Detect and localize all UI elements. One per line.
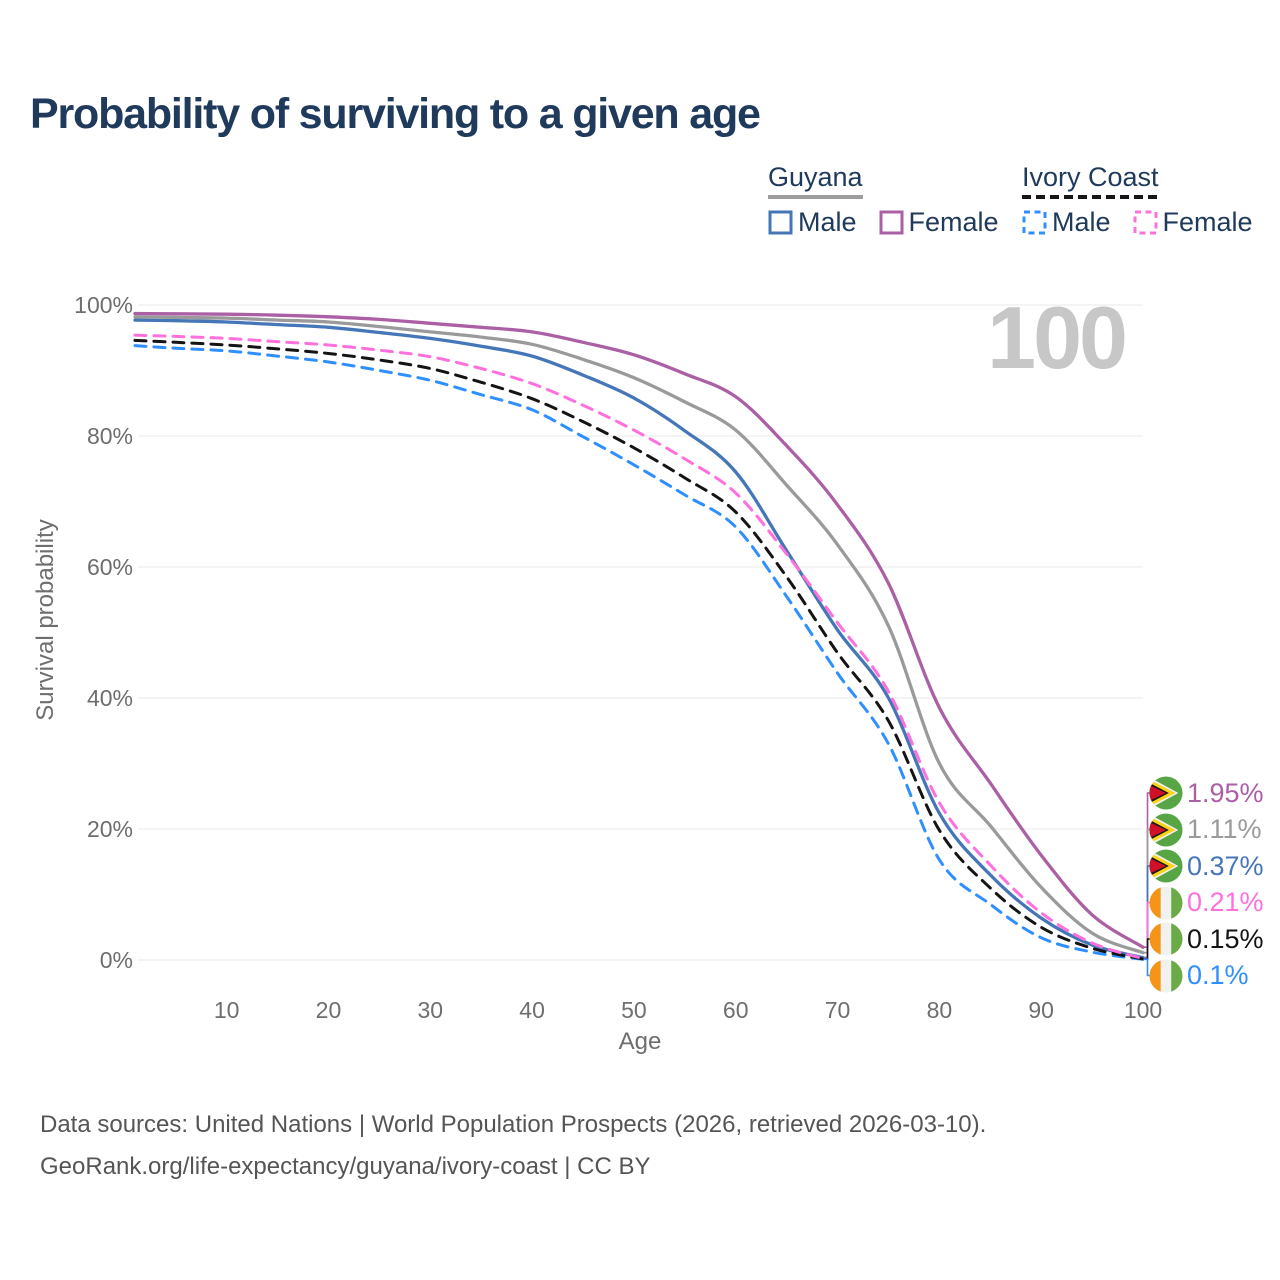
legend-country-guyana: Guyana [768, 162, 863, 200]
end-label-value: 0.1% [1187, 960, 1249, 990]
page-title: Probability of surviving to a given age [30, 90, 761, 138]
legend-country-ivory-coast: Ivory Coast [1022, 162, 1159, 200]
series-line-guyana-male [133, 318, 1145, 960]
legend-item-label: Female [1162, 207, 1253, 238]
end-label-row-1.11pct: 1.11% [1149, 812, 1262, 847]
x-axis-title: Age [618, 1028, 662, 1055]
x-tick-100: 100 [1123, 997, 1163, 1023]
end-label-value: 1.95% [1187, 777, 1264, 808]
ivory-coast-flag-icon [1149, 958, 1183, 993]
legend-item-ivory-coast-male[interactable]: Male [1022, 207, 1111, 238]
x-tick-80: 80 [926, 997, 953, 1023]
legend-country-ivory-coast-label: Ivory Coast [1022, 162, 1159, 192]
ivory-coast-flag-icon [1149, 885, 1183, 920]
legend-item-guyana-male[interactable]: Male [768, 207, 857, 238]
legend-item-label: Male [798, 207, 857, 238]
y-tick-40: 40% [86, 685, 133, 711]
guyana-flag-icon [1149, 812, 1183, 847]
x-tick-90: 90 [1028, 997, 1054, 1023]
x-tick-60: 60 [722, 997, 749, 1023]
y-tick-100: 100% [74, 292, 133, 318]
end-label-value: 0.37% [1187, 850, 1264, 881]
series-line-ivory-coast-male [133, 344, 1145, 961]
legend-item-label: Female [908, 207, 999, 238]
x-tick-30: 30 [417, 997, 444, 1023]
age-counter-watermark: 100 [987, 288, 1128, 387]
y-tick-60: 60% [86, 554, 133, 580]
legend-swatch-icon [1022, 210, 1047, 235]
end-label-row-0.21pct: 0.21% [1149, 885, 1264, 920]
end-label-value: 0.21% [1187, 887, 1264, 917]
x-tick-70: 70 [824, 997, 851, 1023]
x-tick-50: 50 [621, 997, 647, 1023]
legend-swatch-icon [879, 210, 904, 235]
legend-country-guyana-label: Guyana [768, 162, 863, 192]
series-line-ivory-coast-female [133, 333, 1145, 961]
legend-items-ivory-coast: Male Female [1022, 207, 1253, 238]
series-line-guyana-female [133, 311, 1145, 949]
ivory-coast-flag-icon [1149, 922, 1183, 956]
legend-item-guyana-female[interactable]: Female [879, 207, 999, 238]
footer-data-sources: Data sources: United Nations | World Pop… [40, 1111, 987, 1138]
legend-item-label: Male [1052, 207, 1111, 238]
x-tick-40: 40 [519, 997, 545, 1023]
x-tick-20: 20 [315, 997, 342, 1023]
footer-attribution: GeoRank.org/life-expectancy/guyana/ivory… [40, 1153, 651, 1180]
guyana-flag-icon [1149, 776, 1183, 810]
end-label-value: 1.11% [1187, 814, 1262, 844]
legend-items-guyana: Male Female [768, 207, 999, 238]
legend-underline-solid [768, 195, 863, 200]
legend-swatch-icon [1133, 210, 1158, 235]
legend-group-ivory-coast: Ivory Coast Male Female [1022, 163, 1253, 238]
end-label-row-0.37pct: 0.37% [1149, 849, 1264, 883]
y-tick-80: 80% [86, 423, 133, 449]
end-label-row-0.1pct: 0.1% [1149, 958, 1249, 993]
legend-swatch-icon [768, 210, 793, 235]
end-label-row-0.15pct: 0.15% [1149, 922, 1264, 956]
legend-item-ivory-coast-female[interactable]: Female [1133, 207, 1253, 238]
y-tick-20: 20% [86, 816, 133, 842]
end-label-row-1.95pct: 1.95% [1149, 776, 1264, 810]
end-label-value: 0.15% [1187, 923, 1264, 954]
legend-group-guyana: Guyana Male Female [768, 163, 999, 238]
legend-underline-dashed [1022, 195, 1159, 200]
guyana-flag-icon [1149, 849, 1183, 883]
series-line-ivory-coast-both [133, 338, 1145, 961]
series-line-guyana-both [133, 315, 1145, 955]
footer: Data sources: United Nations | World Pop… [40, 1104, 986, 1188]
x-tick-10: 10 [213, 997, 240, 1023]
y-tick-0: 0% [99, 947, 133, 973]
